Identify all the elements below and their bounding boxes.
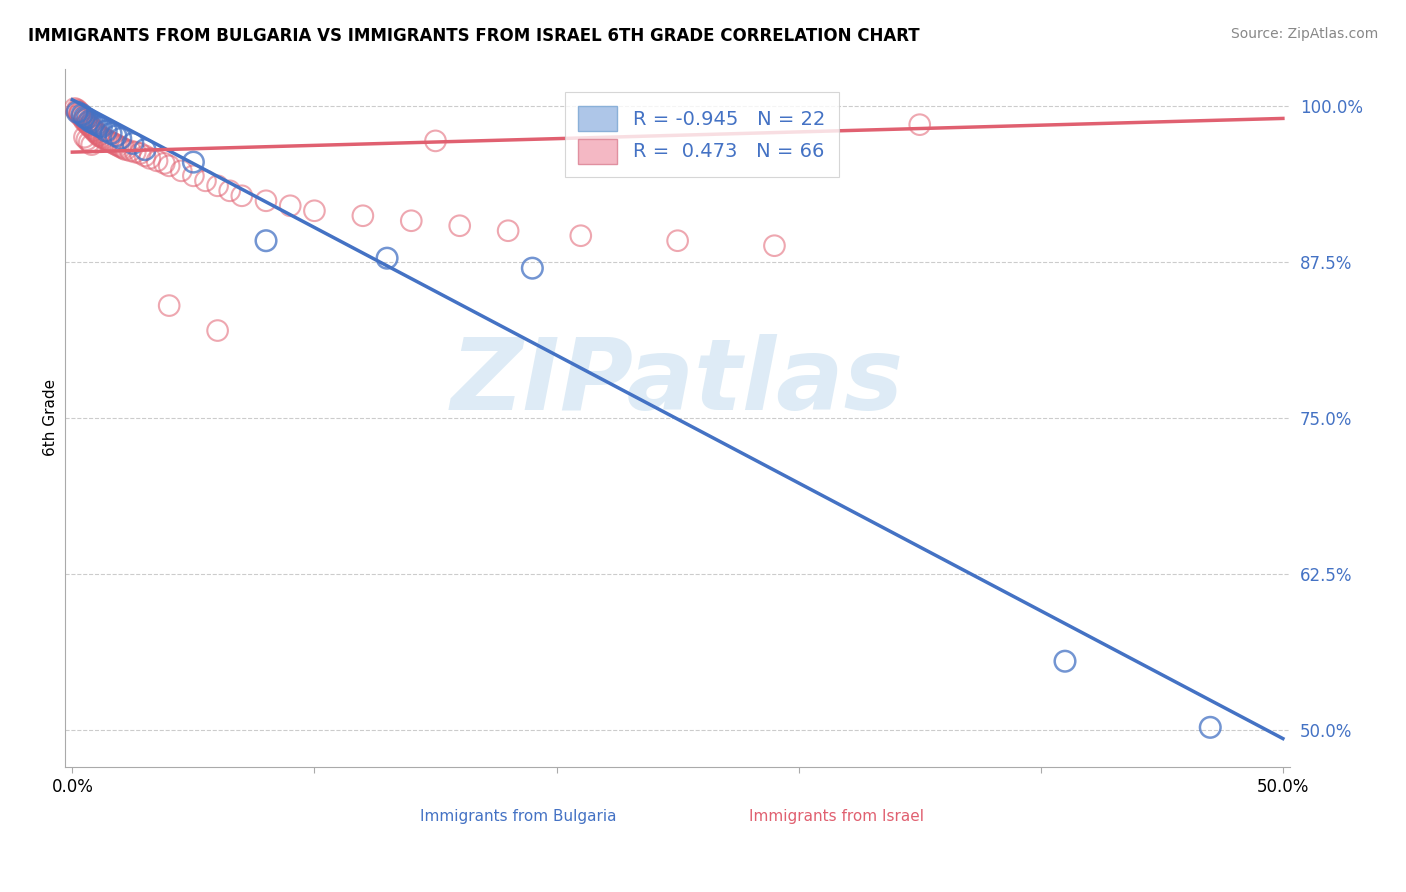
Point [304, 203, 326, 218]
Point [96, 133, 118, 147]
Point [86, 125, 108, 139]
Point [134, 143, 156, 157]
Point [73, 110, 96, 124]
Point [157, 299, 180, 313]
Point [352, 209, 374, 223]
Point [86, 127, 108, 141]
Point [425, 134, 447, 148]
Point [231, 188, 253, 202]
Point [104, 128, 127, 143]
Point [90, 130, 112, 145]
Point [110, 140, 132, 154]
Point [194, 174, 217, 188]
Text: Source: ZipAtlas.com: Source: ZipAtlas.com [1230, 27, 1378, 41]
Point [449, 219, 471, 233]
Point [100, 127, 122, 141]
Point [76, 133, 98, 147]
Point [114, 143, 136, 157]
Point [87, 128, 110, 142]
Point [73, 114, 96, 128]
Legend: R = -0.945   N = 22, R =  0.473   N = 66: R = -0.945 N = 22, R = 0.473 N = 66 [565, 92, 839, 178]
Point [96, 124, 118, 138]
Point [153, 156, 176, 170]
Y-axis label: 6th Grade: 6th Grade [44, 379, 58, 457]
Point [69, 108, 91, 122]
Point [207, 324, 229, 338]
Point [496, 224, 519, 238]
Point [77, 119, 100, 133]
Point [401, 213, 423, 227]
Point [80, 120, 103, 135]
Point [666, 234, 689, 248]
Point [73, 130, 96, 145]
Point [107, 139, 129, 153]
Point [77, 114, 100, 128]
Point [908, 118, 931, 132]
Text: ZIPatlas: ZIPatlas [451, 334, 904, 432]
Point [97, 134, 120, 148]
Point [183, 169, 205, 183]
Point [100, 135, 122, 149]
Point [1053, 654, 1076, 668]
Point [90, 120, 112, 135]
Point [207, 178, 229, 193]
Point [124, 145, 146, 160]
Point [70, 109, 93, 123]
Point [254, 234, 277, 248]
Point [80, 115, 103, 129]
Point [121, 136, 143, 151]
Point [83, 124, 105, 138]
Point [66, 105, 89, 120]
Point [76, 115, 98, 129]
Point [170, 164, 193, 178]
Point [278, 199, 301, 213]
Point [76, 116, 98, 130]
Point [218, 184, 240, 198]
Point [157, 159, 180, 173]
Point [70, 110, 93, 124]
Text: Immigrants from Bulgaria: Immigrants from Bulgaria [420, 809, 617, 824]
Point [83, 122, 105, 136]
Point [763, 238, 786, 252]
Point [83, 116, 105, 130]
Point [146, 153, 169, 168]
Point [375, 251, 398, 265]
Point [80, 137, 103, 152]
Point [73, 112, 96, 126]
Point [69, 106, 91, 120]
Text: IMMIGRANTS FROM BULGARIA VS IMMIGRANTS FROM ISRAEL 6TH GRADE CORRELATION CHART: IMMIGRANTS FROM BULGARIA VS IMMIGRANTS F… [28, 27, 920, 45]
Point [120, 144, 142, 158]
Point [76, 112, 98, 126]
Point [110, 131, 132, 145]
Point [87, 119, 110, 133]
Point [93, 131, 115, 145]
Point [183, 155, 205, 169]
Point [139, 152, 162, 166]
Point [66, 103, 89, 117]
Point [134, 149, 156, 163]
Point [86, 118, 108, 132]
Point [254, 194, 277, 208]
Point [569, 228, 592, 243]
Point [80, 121, 103, 136]
Point [87, 128, 110, 143]
Point [129, 146, 152, 161]
Point [104, 137, 127, 152]
Point [103, 136, 125, 151]
Point [69, 105, 91, 120]
Point [1199, 720, 1222, 734]
Point [63, 102, 86, 116]
Point [522, 261, 544, 276]
Point [112, 141, 135, 155]
Point [70, 108, 93, 122]
Point [77, 118, 100, 132]
Point [66, 103, 89, 118]
Point [73, 112, 96, 127]
Point [77, 135, 100, 149]
Text: Immigrants from Israel: Immigrants from Israel [749, 809, 924, 824]
